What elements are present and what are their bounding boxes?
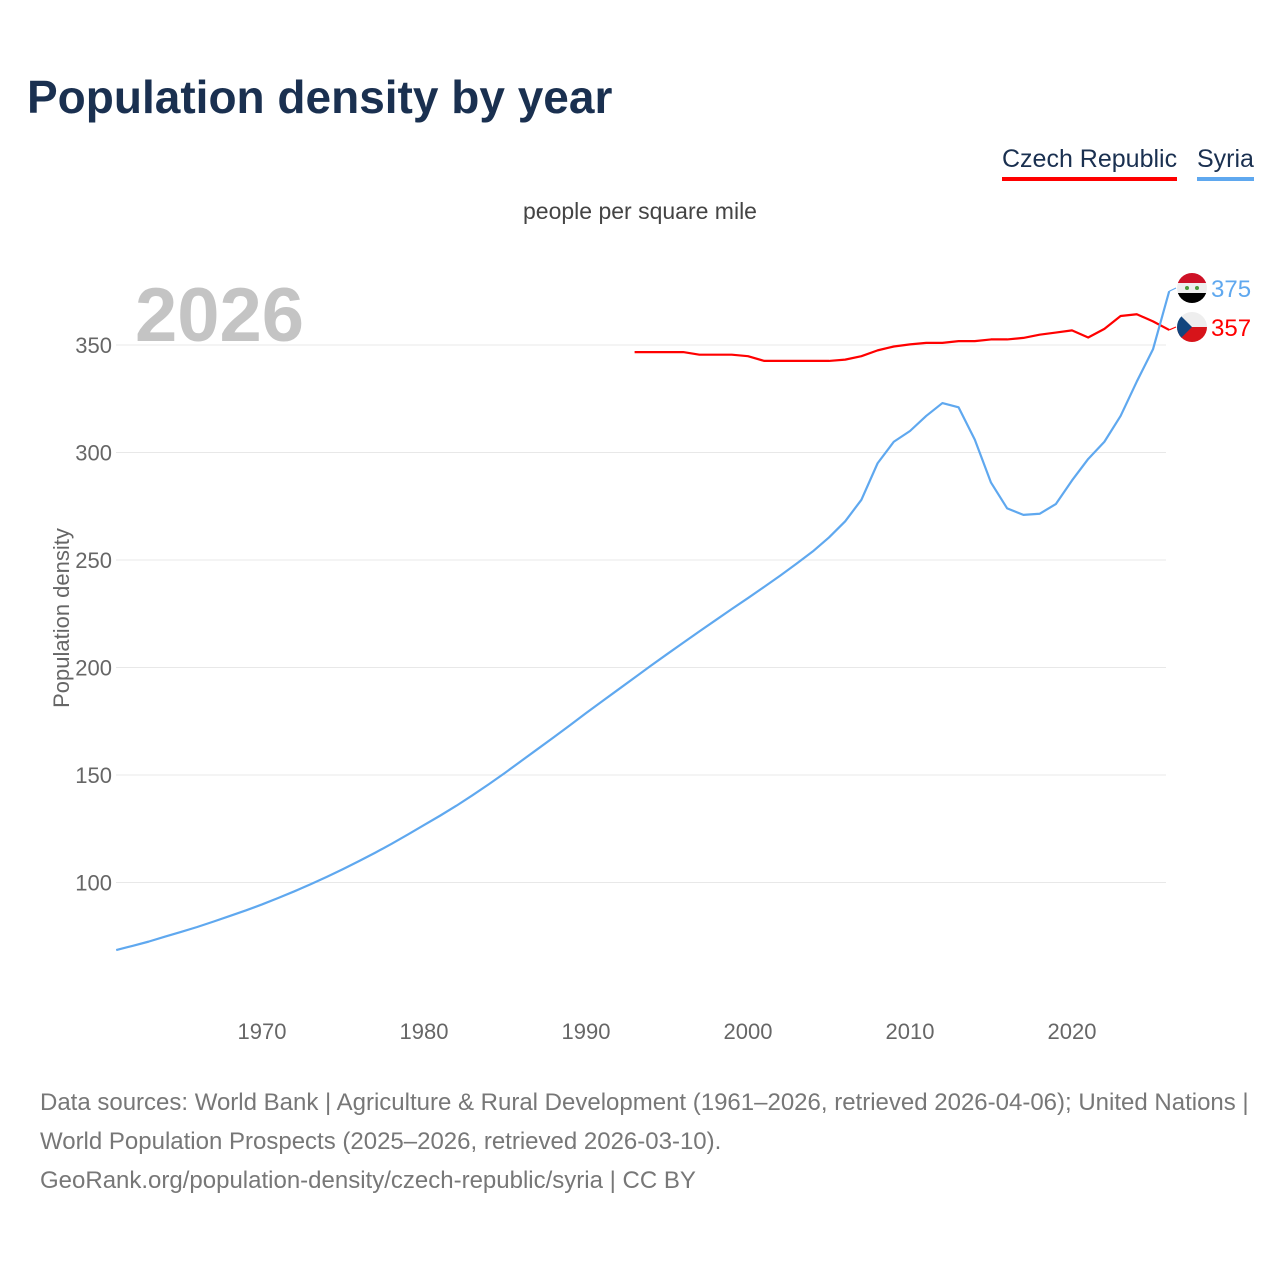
end-value-label: 357	[1211, 315, 1251, 342]
y-tick-label: 350	[75, 333, 112, 358]
x-tick-label: 2000	[724, 1019, 773, 1044]
footer-sources: Data sources: World Bank | Agriculture &…	[40, 1083, 1250, 1200]
x-tick-label: 1970	[238, 1019, 287, 1044]
y-tick-label: 100	[75, 871, 112, 896]
label-leader	[1168, 326, 1177, 331]
y-tick-label: 300	[75, 441, 112, 466]
sources-text: Data sources: World Bank | Agriculture &…	[40, 1089, 1249, 1155]
syria-flag-icon	[1177, 273, 1207, 303]
czech-flag-icon	[1177, 312, 1207, 342]
x-tick-label: 2010	[886, 1019, 935, 1044]
x-tick-label: 2020	[1048, 1019, 1097, 1044]
y-tick-label: 250	[75, 548, 112, 573]
year-watermark: 2026	[135, 273, 305, 358]
legend-czech-republic[interactable]: Czech Republic	[1002, 145, 1178, 181]
y-tick-label: 200	[75, 656, 112, 681]
series-line-syria	[115, 290, 1171, 952]
chart-subtitle: people per square mile	[523, 198, 757, 224]
series-line-czech-republic	[634, 313, 1170, 363]
chart-title: Population density by year	[27, 71, 613, 123]
end-value-label: 375	[1211, 276, 1251, 303]
label-leader	[1168, 287, 1177, 292]
x-tick-label: 1980	[400, 1019, 449, 1044]
source-link[interactable]: GeoRank.org/population-density/czech-rep…	[40, 1167, 696, 1194]
legend-syria[interactable]: Syria	[1197, 145, 1254, 181]
y-tick-label: 150	[75, 763, 112, 788]
x-tick-label: 1990	[562, 1019, 611, 1044]
